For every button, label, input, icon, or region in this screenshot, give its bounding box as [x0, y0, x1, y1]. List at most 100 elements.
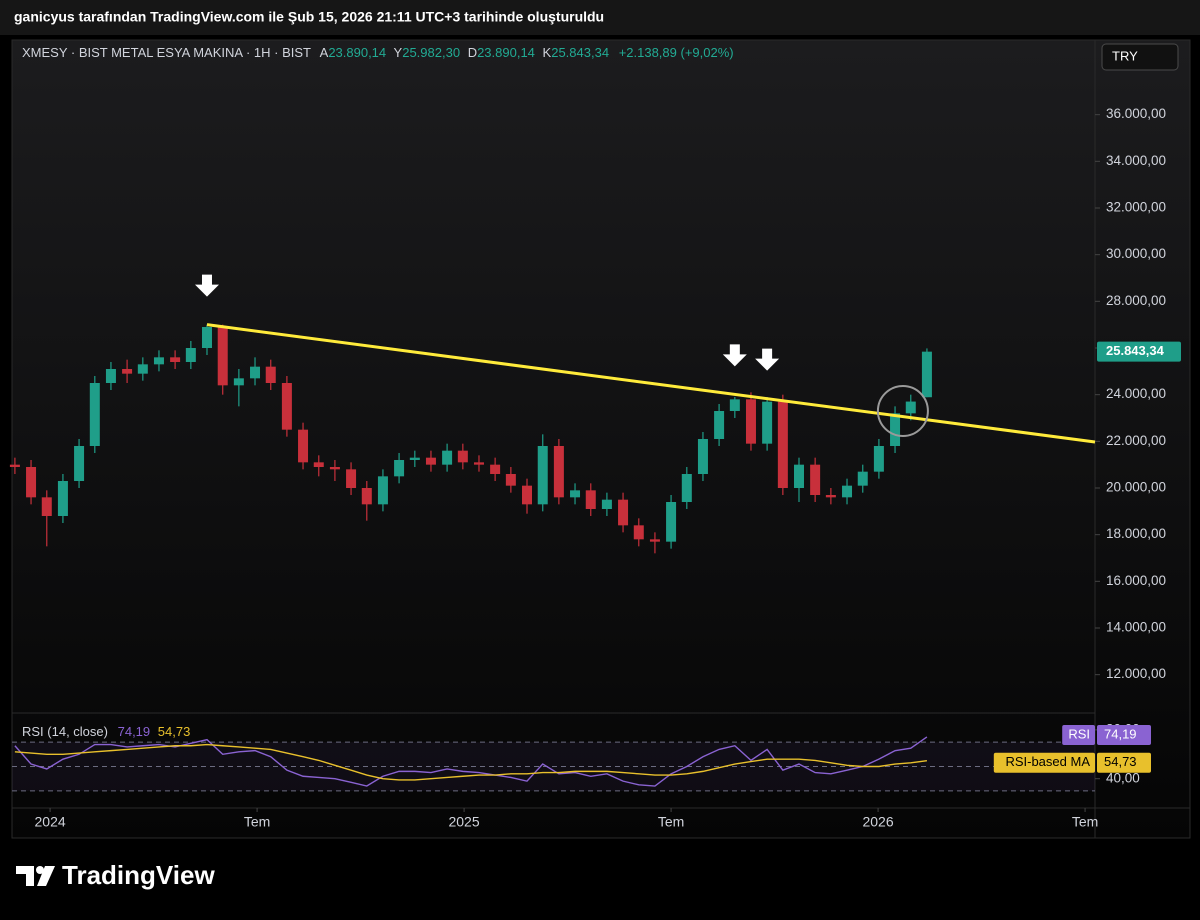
candle-body	[153, 357, 164, 365]
y-tick-label: 30.000,00	[1106, 246, 1166, 261]
candle-body	[105, 369, 116, 383]
y-tick-label: 36.000,00	[1106, 106, 1166, 121]
candle-body	[74, 446, 85, 481]
currency[interactable]: TRY	[1112, 48, 1138, 63]
candle-body	[633, 525, 644, 540]
value-tag	[1097, 724, 1151, 745]
chart-panel	[11, 39, 1191, 839]
candle-body	[170, 357, 181, 362]
last-price-label: 25.843,34	[1106, 343, 1165, 358]
x-tick-label: Tem	[244, 814, 270, 830]
candle-body	[681, 474, 692, 502]
candle-body	[810, 464, 821, 495]
candle-body	[745, 399, 756, 444]
candle-body	[233, 378, 244, 386]
candle-body	[201, 327, 212, 348]
candle-body	[890, 413, 901, 446]
candle-body	[473, 462, 484, 465]
candle-body	[281, 383, 292, 430]
candle-body	[346, 469, 357, 488]
y-tick-label: 14.000,00	[1106, 620, 1166, 635]
rsi-title: RSI (14, close)	[22, 724, 108, 739]
candle-body	[442, 450, 453, 465]
candle-body	[905, 401, 916, 414]
logo-icon	[36, 866, 44, 874]
y-tick-label: 22.000,00	[1106, 433, 1166, 448]
candle-body	[649, 539, 660, 542]
candle-body	[825, 495, 836, 498]
legend-name: RSI	[1068, 726, 1090, 741]
arrow	[194, 274, 219, 297]
candle-body	[921, 351, 932, 398]
currency-button[interactable]	[1101, 43, 1179, 71]
candle-body	[570, 490, 581, 498]
logo: TradingView	[16, 860, 215, 890]
ohlc-value: 25.843,34	[551, 45, 609, 60]
logo-text: TradingView	[62, 860, 215, 890]
candle-body	[762, 401, 773, 444]
candle-body	[873, 446, 884, 472]
rsi-legend: RSI (14, close) 74,19 54,73	[22, 724, 190, 739]
candle-body	[361, 488, 372, 505]
trendline	[206, 323, 1096, 444]
y-tick-label: 16.000,00	[1106, 573, 1166, 588]
candle-body	[298, 429, 309, 463]
candle-body	[250, 366, 261, 379]
candle-body	[490, 464, 501, 474]
last-price-tag	[1097, 341, 1181, 362]
candle-body	[793, 464, 804, 488]
top-bar	[0, 0, 1200, 35]
candle-body	[537, 446, 548, 505]
candle-body	[666, 502, 677, 542]
candle-body	[137, 364, 148, 374]
candle-body	[553, 446, 564, 498]
arrow	[722, 344, 747, 367]
candle-body	[857, 471, 868, 486]
candle-body	[329, 467, 340, 470]
change: +2.138,89 (+9,02%)	[619, 45, 734, 60]
candle-body	[714, 411, 725, 439]
legend-tag	[1062, 724, 1095, 745]
ohlc-value: 23.890,14	[328, 45, 386, 60]
candle-body	[9, 464, 20, 467]
legend-tag	[993, 752, 1095, 773]
x-tick-label: 2024	[35, 814, 66, 830]
ohlc-value: 23.890,14	[477, 45, 535, 60]
x-tick-label: Tem	[1072, 814, 1098, 830]
rsi-ma-value: 54,73	[158, 724, 191, 739]
candle-body	[425, 457, 436, 465]
legend-name: RSI-based MA	[1005, 754, 1090, 769]
candle-body	[697, 439, 708, 474]
candle-body	[601, 499, 612, 509]
candle-body	[457, 450, 468, 463]
x-tick-label: Tem	[658, 814, 684, 830]
y-tick-label: 40,00	[1106, 770, 1140, 785]
candle-body	[217, 327, 228, 386]
y-tick-label: 20.000,00	[1106, 480, 1166, 495]
symbol-legend: XMESY · BIST METAL ESYA MAKINA · 1H · BI…	[22, 45, 734, 60]
value-tag	[1097, 752, 1151, 773]
candle-body	[41, 497, 52, 516]
logo-icon	[16, 866, 34, 886]
header: ganicyus tarafından TradingView.com ile …	[14, 9, 604, 25]
candle-body	[122, 369, 133, 374]
y-tick-label: 32.000,00	[1106, 200, 1166, 215]
candle-body	[777, 401, 788, 488]
rsi-line	[14, 743, 928, 781]
candle-body	[57, 481, 68, 516]
candle-body	[185, 348, 196, 362]
ohlc-key: D	[468, 45, 477, 60]
y-tick-label: 18.000,00	[1106, 526, 1166, 541]
candle-body	[377, 476, 388, 505]
arrow	[755, 348, 780, 371]
candle-body	[585, 490, 596, 509]
ohlc-value: 25.982,30	[402, 45, 460, 60]
y-tick-label: 24.000,00	[1106, 386, 1166, 401]
rsi-value: 74,19	[118, 724, 151, 739]
candle-body	[89, 383, 100, 446]
candle-body	[394, 460, 405, 477]
x-tick-label: 2025	[448, 814, 479, 830]
y-tick-label: 12.000,00	[1106, 666, 1166, 681]
symbol-title: XMESY · BIST METAL ESYA MAKINA · 1H · BI…	[22, 45, 311, 60]
value-tag-label: 74,19	[1104, 726, 1137, 741]
